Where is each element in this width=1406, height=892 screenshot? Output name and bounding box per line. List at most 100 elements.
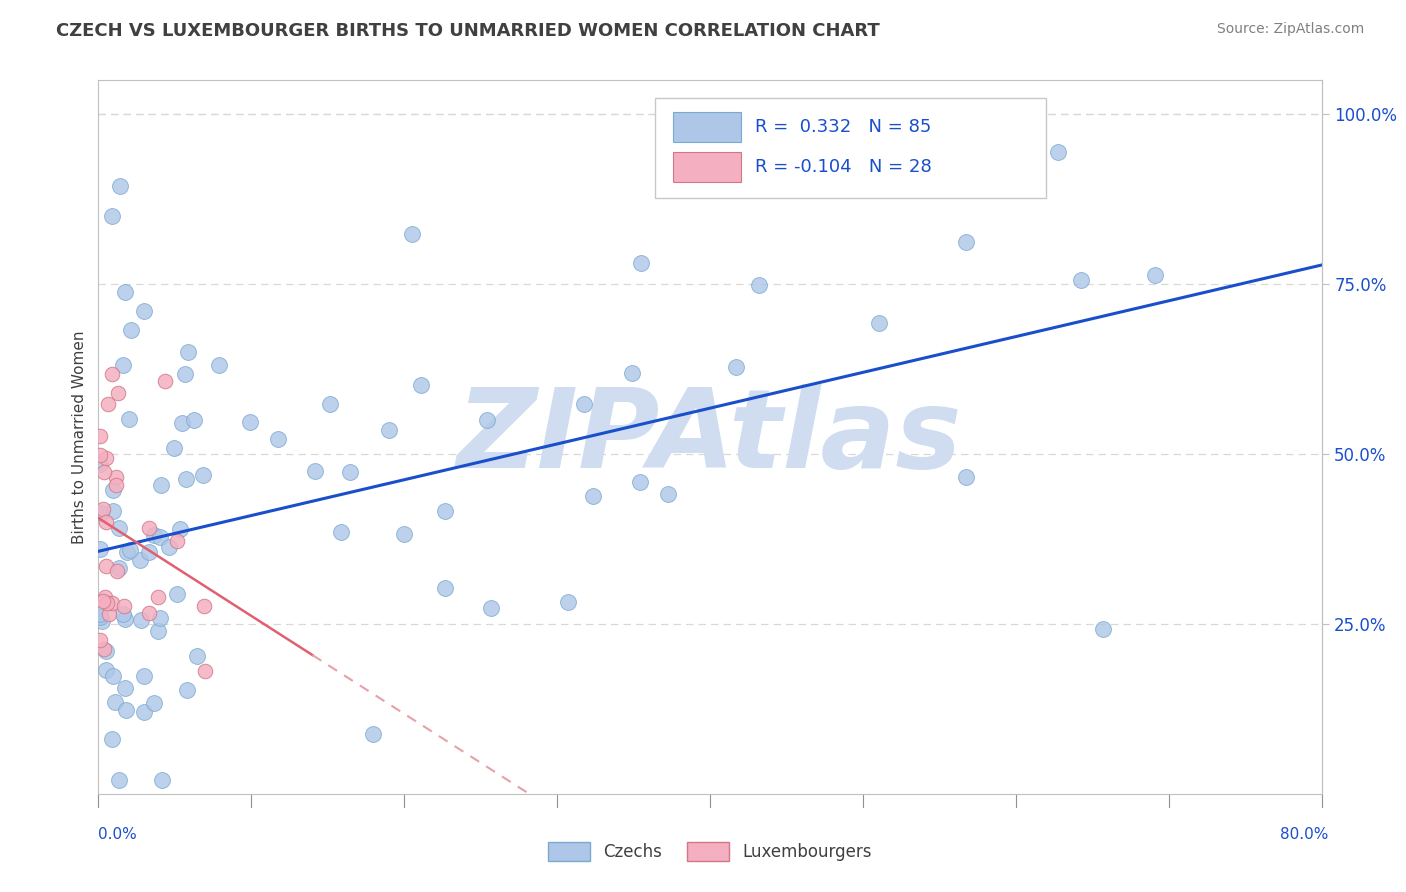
Point (90, 506, 112, 520)
Point (479, 600, 502, 615)
Point (475, 413, 498, 427)
Point (304, 464, 326, 478)
Point (112, 358, 135, 372)
FancyBboxPatch shape (673, 112, 741, 143)
Point (146, 624, 169, 638)
Point (101, 504, 124, 518)
Point (186, 648, 208, 663)
Point (100, 209, 122, 223)
Point (89, 607, 111, 621)
Point (174, 367, 197, 381)
Point (91, 593, 114, 607)
Point (89, 541, 111, 556)
Point (1143, 268, 1166, 282)
Point (193, 599, 215, 613)
Point (108, 520, 131, 534)
Point (115, 703, 138, 717)
Point (118, 412, 141, 426)
FancyBboxPatch shape (673, 153, 741, 182)
Point (93, 465, 115, 479)
Point (114, 681, 136, 695)
Point (89, 429, 111, 443)
Text: CZECH VS LUXEMBOURGER BIRTHS TO UNMARRIED WOMEN CORRELATION CHART: CZECH VS LUXEMBOURGER BIRTHS TO UNMARRIE… (56, 22, 880, 40)
Point (177, 344, 200, 359)
Point (176, 472, 198, 486)
Point (89, 610, 111, 624)
Point (1047, 145, 1070, 159)
Point (557, 595, 579, 609)
Point (207, 358, 229, 372)
Point (142, 528, 165, 542)
Point (329, 524, 352, 539)
Point (89, 457, 111, 471)
Point (101, 367, 124, 381)
Point (128, 553, 150, 567)
Point (143, 696, 166, 710)
Point (148, 530, 170, 544)
Point (657, 487, 679, 501)
Point (1070, 273, 1092, 287)
Point (409, 378, 432, 392)
FancyBboxPatch shape (655, 98, 1046, 198)
Point (392, 527, 415, 541)
Point (89, 448, 111, 462)
Point (267, 432, 290, 446)
Point (132, 706, 155, 720)
Point (361, 727, 384, 741)
Point (101, 483, 124, 498)
Point (170, 417, 193, 431)
Point (120, 323, 142, 337)
Point (239, 415, 262, 429)
Point (183, 413, 205, 427)
Text: 80.0%: 80.0% (1281, 827, 1329, 841)
Point (868, 316, 890, 330)
Point (582, 489, 605, 503)
Point (96, 596, 118, 610)
Legend: Czechs, Luxembourgers: Czechs, Luxembourgers (541, 835, 879, 868)
Point (955, 470, 977, 484)
Point (96, 450, 118, 465)
Point (108, 561, 131, 575)
Point (101, 596, 124, 610)
Point (89, 633, 111, 648)
Point (138, 606, 160, 620)
Point (129, 613, 152, 627)
Point (169, 522, 191, 536)
Point (176, 683, 198, 698)
Point (194, 664, 217, 678)
Point (101, 669, 124, 683)
Point (339, 465, 361, 479)
Point (96, 664, 118, 678)
Point (96, 644, 118, 658)
Point (628, 475, 651, 489)
Point (120, 542, 142, 557)
Point (157, 540, 180, 554)
Point (153, 374, 176, 388)
Point (114, 612, 136, 626)
Y-axis label: Births to Unmarried Women: Births to Unmarried Women (72, 330, 87, 544)
Point (115, 545, 138, 559)
Point (101, 732, 124, 747)
Point (378, 423, 401, 437)
Point (94, 515, 117, 529)
Point (114, 285, 136, 300)
Point (162, 441, 184, 455)
Text: R = -0.104   N = 28: R = -0.104 N = 28 (755, 159, 932, 177)
Point (134, 304, 156, 318)
Point (150, 773, 173, 788)
Point (148, 590, 170, 604)
Point (94, 590, 117, 604)
Point (111, 607, 134, 622)
Point (149, 478, 172, 492)
Point (90, 615, 112, 629)
Point (401, 227, 423, 241)
Point (132, 668, 155, 682)
Point (107, 773, 129, 788)
Text: 0.0%: 0.0% (98, 827, 138, 841)
Point (97, 607, 120, 621)
Point (630, 256, 652, 270)
Point (191, 467, 214, 482)
Point (94, 559, 117, 574)
Text: R =  0.332   N = 85: R = 0.332 N = 85 (755, 119, 932, 136)
Point (104, 696, 127, 710)
